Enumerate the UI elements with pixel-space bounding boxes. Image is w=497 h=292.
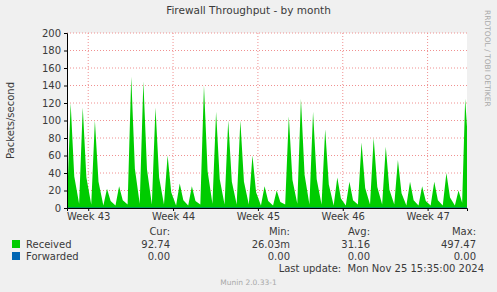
y-tick: 200: [42, 28, 67, 39]
y-tick-mark: [64, 138, 67, 139]
y-axis-label: Packets/second: [5, 82, 16, 159]
y-tick-label: 140: [42, 80, 61, 91]
legend-stat: 0.00: [148, 251, 170, 262]
legend-stat: 0.00: [348, 251, 370, 262]
line-1: [67, 208, 467, 209]
y-tick-label: 120: [42, 98, 61, 109]
title: Firewall Throughput - by month: [166, 4, 331, 16]
grid-line-y: [67, 33, 467, 34]
legend-column-header: Min:: [269, 226, 290, 237]
legend-stat: 31.16: [341, 239, 370, 250]
legend-stat: 92.74: [141, 239, 170, 250]
y-tick-mark: [64, 191, 67, 192]
legend-column-header: Max:: [452, 226, 476, 237]
y-tick-mark: [64, 86, 67, 87]
watermark: RRDTOOL / TOBI OETIKER: [483, 10, 492, 107]
y-tick-label: 0: [55, 203, 61, 214]
x-tick-label: Week 45: [237, 211, 280, 222]
generator: Munin 2.0.33-1: [220, 278, 277, 287]
x-tick-label: Week 47: [406, 211, 449, 222]
y-tick-label: 40: [48, 168, 61, 179]
y-tick: 20: [48, 185, 67, 196]
y-tick-mark: [64, 121, 67, 122]
y-tick-label: 100: [42, 115, 61, 126]
x-tick: Week 44: [152, 208, 195, 222]
y-tick-mark: [64, 103, 67, 104]
y-tick: 80: [48, 133, 67, 144]
legend: Cur: Min: Avg: Max: Received 92.74 26.03m 31.16…: [12, 226, 476, 262]
x-tick: Week 47: [406, 208, 449, 222]
y-tick: 140: [42, 80, 67, 91]
last-update: Last update: Mon Nov 25 15:35:00 2024: [279, 263, 484, 274]
y-tick-label: 160: [42, 63, 61, 74]
legend-label: Received: [26, 239, 72, 250]
grid: [67, 33, 467, 208]
legend-stat: 497.47: [441, 239, 476, 250]
y-tick-mark: [64, 33, 67, 34]
grid-line-y: [67, 120, 467, 121]
area-0: [67, 77, 467, 208]
background: [0, 0, 497, 292]
grid-line-x: [342, 33, 343, 208]
y-tick: 160: [42, 63, 67, 74]
legend-swatch: [12, 240, 20, 248]
grid-line-x: [88, 33, 89, 208]
y-tick: 180: [42, 45, 67, 56]
y-tick-mark: [64, 173, 67, 174]
grid-line-y: [67, 50, 467, 51]
chart-container: Firewall Throughput - by month Packets/se…: [0, 0, 497, 292]
y-axis: 0 20 40 60 80 100 120 140 160 180 200: [42, 28, 68, 214]
legend-label: Forwarded: [26, 251, 79, 262]
y-tick: 0: [55, 203, 67, 214]
grid-line-y: [67, 173, 467, 174]
grid-line-x: [173, 33, 174, 208]
grid-line-x: [427, 33, 428, 208]
grid-line-y: [67, 190, 467, 191]
grid-line-y: [67, 155, 467, 156]
legend-stat: 0.00: [454, 251, 476, 262]
x-tick-label: Week 46: [322, 211, 365, 222]
y-tick-label: 80: [48, 133, 61, 144]
y-tick-mark: [64, 156, 67, 157]
grid-line-y: [67, 68, 467, 69]
y-tick-label: 180: [42, 45, 61, 56]
legend-swatch: [12, 252, 20, 260]
x-axis: Week 43 Week 44 Week 45 Week 46 Week 47: [67, 208, 467, 222]
chart-svg: Firewall Throughput - by month Packets/se…: [0, 0, 497, 292]
plot-marks: [67, 77, 467, 208]
grid-line-y: [67, 138, 467, 139]
legend-column-header: Cur:: [149, 226, 170, 237]
y-tick: 60: [48, 150, 67, 161]
y-tick-mark: [64, 51, 67, 52]
y-tick: 100: [42, 115, 67, 126]
legend-column-header: Avg:: [348, 226, 370, 237]
y-tick-label: 20: [48, 185, 61, 196]
y-tick: 40: [48, 168, 67, 179]
grid-line-x: [257, 33, 258, 208]
y-tick-label: 60: [48, 150, 61, 161]
grid-line-y: [67, 85, 467, 86]
y-tick-label: 200: [42, 28, 61, 39]
x-tick-label: Week 43: [67, 211, 110, 222]
legend-stat: 0.00: [268, 251, 290, 262]
x-tick: Week 46: [322, 208, 365, 222]
y-axis-line: [64, 34, 68, 209]
x-tick: Week 45: [237, 208, 280, 222]
plot-background: [67, 33, 467, 208]
legend-stat: 26.03m: [252, 239, 290, 250]
x-tick: Week 43: [67, 208, 110, 222]
x-tick-label: Week 44: [152, 211, 195, 222]
y-tick: 120: [42, 98, 67, 109]
y-tick-mark: [64, 208, 67, 209]
grid-line-y: [67, 103, 467, 104]
y-tick-mark: [64, 68, 67, 69]
